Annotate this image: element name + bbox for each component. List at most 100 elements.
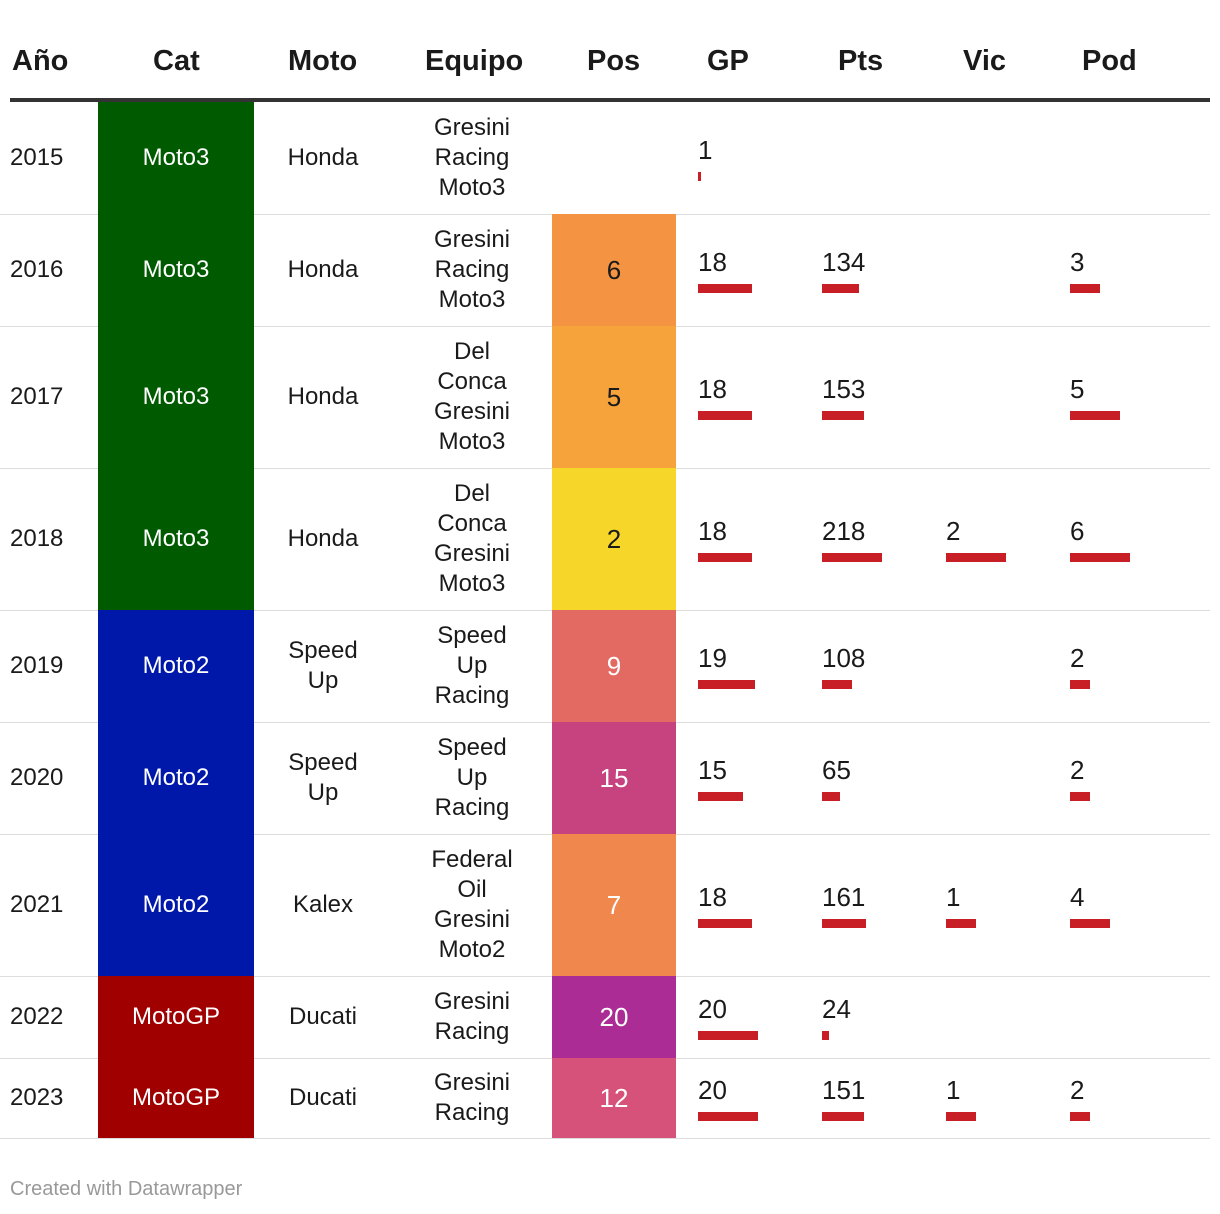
gp-bar [698,411,752,420]
header-pod: Pod [1082,45,1137,77]
year-cell: 2020 [10,764,64,791]
table-row: 2016 Moto3 Honda Gresini Racing Moto3 6 18 134 3 [0,214,1210,327]
pod-value: 2 [1070,643,1085,673]
header-cat: Cat [153,45,200,77]
header-moto: Moto [288,45,358,77]
pts-value: 218 [822,516,866,546]
pts-cell: 151 [822,1058,932,1138]
gp-cell: 20 [698,1058,808,1138]
gp-value: 18 [698,516,727,546]
pts-cell: 218 [822,468,932,610]
vic-bar [946,1112,976,1121]
gp-bar [698,919,752,928]
position-cell: 6 [552,214,676,326]
pts-bar [822,919,867,928]
pod-value: 6 [1070,516,1085,546]
pod-bar [1070,1112,1090,1121]
header-team: Equipo [425,45,524,77]
vic-value: 1 [946,882,961,912]
position-cell: 2 [552,468,676,610]
footer-credit: Created with Datawrapper [10,1178,243,1200]
gp-value: 15 [698,755,727,785]
table-row: 2015 Moto3 Honda Gresini Racing Moto3 1 [0,102,1210,215]
gp-cell: 19 [698,610,808,722]
vic-cell: 2 [946,468,1056,610]
gp-bar [698,792,743,801]
category-cell: Moto3 [98,102,254,214]
pod-bar [1070,919,1110,928]
table-row: 2017 Moto3 Honda Del Conca Gresini Moto3 5 18 153… [0,326,1210,469]
gp-value: 18 [698,882,727,912]
year-cell: 2015 [10,144,64,171]
pts-value: 153 [822,374,866,404]
pts-bar [822,1031,829,1040]
pod-cell: 2 [1070,610,1180,722]
team-cell: Federal Oil Gresini Moto2 [431,846,513,963]
team-cell: Gresini Racing [433,988,511,1045]
team-cell: Gresini Racing [433,1069,511,1126]
pod-value: 3 [1070,247,1085,277]
pts-cell: 153 [822,326,932,468]
vic-value: 1 [946,1075,961,1105]
gp-bar [698,172,701,181]
table-row: 2023 MotoGP Ducati Gresini Racing 12 20 151 1 2 [0,1058,1210,1139]
pts-bar [822,1112,864,1121]
position-cell: 5 [552,326,676,468]
pts-cell: 108 [822,610,932,722]
pod-value: 2 [1070,755,1085,785]
header-gp: GP [707,45,749,77]
team-cell: Gresini Racing Moto3 [433,114,511,201]
pod-value: 5 [1070,374,1085,404]
pod-cell: 3 [1070,214,1180,326]
team-cell: Speed Up Racing [434,734,510,821]
pod-bar [1070,284,1100,293]
pts-cell: 24 [822,976,932,1058]
header-pos: Pos [587,45,641,77]
table-row: 2021 Moto2 Kalex Federal Oil Gresini Moto2 7 18 1… [0,834,1210,977]
gp-cell: 1 [698,102,808,214]
bike-cell: Honda [287,525,359,552]
year-cell: 2018 [10,525,64,552]
gp-value: 18 [698,374,727,404]
year-cell: 2019 [10,652,64,679]
bike-cell: Ducati [288,1003,358,1030]
gp-cell: 18 [698,214,808,326]
category-cell: Moto3 [98,214,254,326]
category-cell: MotoGP [98,976,254,1058]
team-cell: Gresini Racing Moto3 [433,226,511,313]
pts-bar [822,553,882,562]
gp-bar [698,1031,758,1040]
pts-value: 134 [822,247,866,277]
gp-cell: 18 [698,834,808,976]
pts-cell: 65 [822,722,932,834]
pts-cell: 134 [822,214,932,326]
position-cell: 15 [552,722,676,834]
gp-value: 19 [698,643,727,673]
category-cell: Moto3 [98,326,254,468]
year-cell: 2022 [10,1003,64,1030]
gp-value: 1 [698,135,713,165]
pts-value: 24 [822,994,851,1024]
gp-cell: 18 [698,468,808,610]
category-cell: Moto2 [98,610,254,722]
position-cell: 12 [552,1058,676,1138]
pts-bar [822,792,840,801]
gp-cell: 15 [698,722,808,834]
year-cell: 2023 [10,1084,64,1111]
bike-cell: Honda [287,383,359,410]
gp-bar [698,680,755,689]
pod-cell: 5 [1070,326,1180,468]
bike-cell: Kalex [292,891,354,918]
gp-value: 18 [698,247,727,277]
pts-bar [822,284,859,293]
year-cell: 2021 [10,891,64,918]
pod-bar [1070,792,1090,801]
gp-value: 20 [698,994,727,1024]
gp-bar [698,284,752,293]
vic-bar [946,919,976,928]
pts-value: 65 [822,755,851,785]
pod-cell: 6 [1070,468,1180,610]
position-cell: 20 [552,976,676,1058]
gp-value: 20 [698,1075,727,1105]
pod-cell: 2 [1070,722,1180,834]
